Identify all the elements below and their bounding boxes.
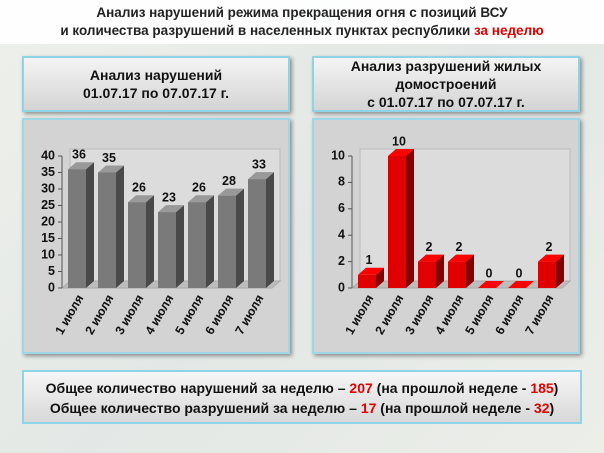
bar-top [538,254,564,262]
y-tick-label: 15 [41,231,55,245]
bar-top [418,254,444,262]
bar-top [188,195,214,203]
value-label: 1 [366,253,373,267]
value-label: 10 [392,134,406,148]
text: (на прошлой неделе - [376,400,534,416]
bar-side [466,254,474,288]
value-label: 2 [546,240,553,254]
value-label: 23 [162,190,176,204]
bar [248,179,266,288]
value-label: 0 [486,266,493,280]
bar [358,274,376,288]
bar-side [376,267,384,288]
y-tick-label: 6 [338,201,345,215]
y-tick-label: 40 [41,148,55,162]
bar-top [248,172,274,180]
bar-side [236,188,244,288]
y-tick-label: 35 [41,165,55,179]
header-line: Анализ нарушений режима прекращения огня… [96,5,508,20]
bar [158,212,176,288]
value-label: 2 [456,240,463,254]
bar-side [266,172,274,288]
y-tick-label: 0 [48,280,55,294]
text: (на прошлой неделе - [372,380,531,396]
title-line: Анализ разрушений жилых [350,58,542,74]
bar-side [406,149,414,288]
y-tick-label: 10 [41,247,55,261]
value-label: 33 [252,157,266,171]
value-label: 26 [192,180,206,194]
value-label: 36 [72,147,86,161]
header-highlight: за неделю [474,23,544,38]
bar-side [176,205,184,288]
number: 32 [533,400,550,416]
chart-panel: 0 5 10 15 20 25 30 35 40 36 1 июля 35 2 июля 26 3 июля… [22,118,290,354]
y-tick-label: 20 [41,214,55,228]
panel-title: Анализ нарушений 01.07.17 по 07.07.17 г. [22,56,290,112]
bar-top [128,195,154,203]
y-tick-label: 4 [338,227,345,241]
summary-line: Общее количество разрушений за неделю – … [24,398,580,418]
number: 207 [349,380,373,396]
bar-side [116,165,124,288]
title-line: домостроений [395,76,497,92]
header: Анализ нарушений режима прекращения огня… [0,0,604,44]
bar [128,202,146,288]
bar-side [556,254,564,288]
bar-top [388,149,414,156]
bar-top [68,162,94,170]
title-line: с 01.07.17 по 07.07.17 г. [367,94,525,110]
header-text: и количества разрушений в населенных пун… [60,23,475,38]
value-label: 28 [222,174,236,188]
value-label: 0 [516,266,523,280]
bar [418,261,436,288]
bar-side [146,195,154,288]
bar [188,202,206,288]
text: ) [553,380,559,396]
y-tick-label: 0 [338,280,345,294]
title-line: Анализ нарушений [89,67,223,83]
bar [538,261,556,288]
bar-top [448,254,474,262]
text: Общее количество разрушений за неделю – [49,400,361,416]
bar-side [206,195,214,288]
bar [68,169,86,288]
bar-side [86,162,94,288]
chart-panel: 0 2 4 6 8 10 1 1 июля 10 2 июля 2 3 июля 2 4 июля 0 5 и… [312,118,580,354]
text: ) [549,400,555,416]
bar-top [358,267,384,275]
bar [98,172,116,288]
y-tick-label: 2 [338,254,345,268]
y-tick-label: 5 [48,264,55,278]
x-tick-label: 7 июля [232,292,266,337]
text: Общее количество нарушений за неделю – [45,380,350,396]
bar-side [436,254,444,288]
number: 17 [360,400,377,416]
y-tick-label: 30 [41,181,55,195]
y-tick-label: 8 [338,175,345,189]
value-label: 26 [132,180,146,194]
x-tick-label: 7 июля [522,292,556,337]
summary: Общее количество нарушений за неделю – 2… [22,370,582,424]
number: 185 [530,380,554,396]
summary-line: Общее количество нарушений за неделю – 2… [24,378,580,398]
bar-top [218,188,244,196]
bar [448,261,466,288]
value-label: 2 [426,240,433,254]
title-line: 01.07.17 по 07.07.17 г. [83,85,229,101]
bar-top [478,281,504,288]
bar-top [508,281,534,288]
bar-top [158,205,184,213]
panel-title: Анализ разрушений жилых домостроений с 0… [312,56,580,112]
value-label: 35 [102,151,116,165]
header-line: и количества разрушений в населенных пун… [0,22,604,40]
y-tick-label: 25 [41,198,55,212]
bar [388,156,406,288]
y-tick-label: 10 [331,148,345,162]
bar [218,195,236,288]
bar-top [98,165,124,173]
